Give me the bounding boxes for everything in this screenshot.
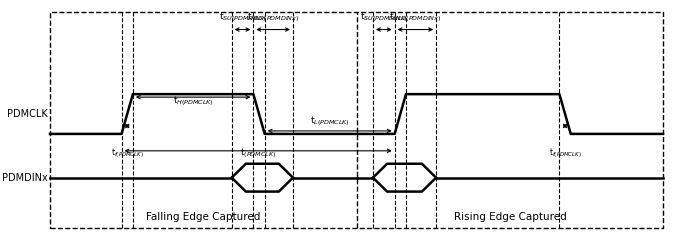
Text: t$_{HLD(PDMDINx)}$: t$_{HLD(PDMDINx)}$ [247, 10, 299, 24]
Text: Falling Edge Captured: Falling Edge Captured [146, 212, 261, 223]
Text: t$_{f(PDMCLK)}$: t$_{f(PDMCLK)}$ [549, 146, 581, 160]
Text: t$_{f(PDMCLK)}$: t$_{f(PDMCLK)}$ [111, 146, 144, 160]
Text: t$_{L(PDMCLK)}$: t$_{L(PDMCLK)}$ [310, 114, 350, 128]
Text: PDMCLK: PDMCLK [7, 109, 48, 119]
Text: t$_{H(PDMCLK)}$: t$_{H(PDMCLK)}$ [173, 94, 213, 108]
Text: t$_{SU(PDMDINx)}$: t$_{SU(PDMDINx)}$ [219, 10, 267, 24]
Text: t$_{HLD(PDMDINx)}$: t$_{HLD(PDMDINx)}$ [389, 10, 441, 24]
Text: Rising Edge Captured: Rising Edge Captured [454, 212, 566, 223]
Text: t$_{(PDMCLK)}$: t$_{(PDMCLK)}$ [240, 146, 276, 160]
Text: t$_{SU(PDMDINx)}$: t$_{SU(PDMDINx)}$ [360, 10, 408, 24]
Text: PDMDINx: PDMDINx [2, 173, 48, 183]
